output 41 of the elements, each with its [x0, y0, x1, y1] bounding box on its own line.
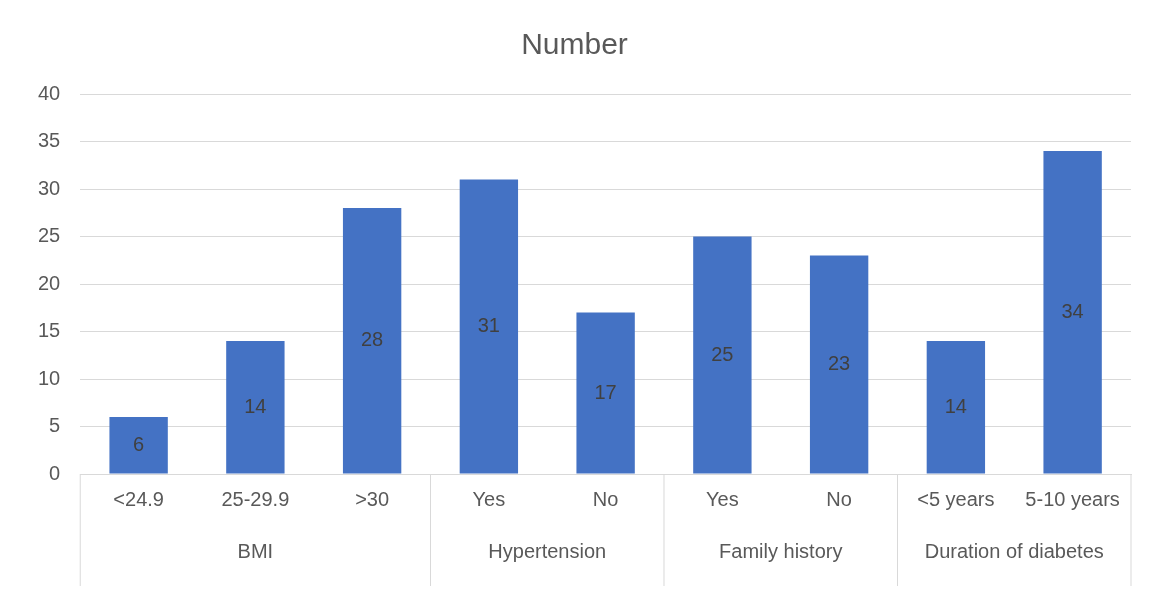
- y-tick-label: 5: [49, 414, 61, 437]
- x-tick-label: <24.9: [113, 487, 164, 510]
- data-label: 34: [1061, 299, 1084, 322]
- x-tick-label: >30: [355, 487, 390, 510]
- bar: [1043, 151, 1102, 474]
- y-tick-label: 30: [38, 176, 61, 199]
- data-label: 6: [133, 432, 145, 455]
- y-tick-label: 0: [49, 461, 61, 484]
- text: Hypertension: [488, 539, 607, 562]
- data-label: 17: [594, 380, 617, 403]
- text: Family history: [719, 539, 843, 562]
- y-tick-label: 40: [38, 81, 61, 104]
- y-tick-label: 10: [38, 366, 61, 389]
- text: BMI: [237, 539, 274, 562]
- x-tick-label: 25-29.9: [221, 487, 290, 510]
- y-tick-label: 35: [38, 129, 61, 152]
- bar: [576, 312, 635, 474]
- chart-title: Number: [521, 27, 628, 61]
- data-label: 31: [477, 314, 500, 337]
- data-label: 14: [944, 394, 967, 417]
- y-tick-label: 15: [38, 319, 61, 342]
- bar: [226, 341, 285, 474]
- y-tick-label: 25: [38, 224, 61, 247]
- bar: [342, 208, 402, 474]
- data-label: 25: [711, 342, 734, 365]
- x-tick-label: Yes: [706, 487, 739, 510]
- data-label: 23: [828, 352, 851, 375]
- bar: [459, 179, 519, 474]
- x-tick-label: <5 years: [917, 487, 995, 510]
- text: Duration of diabetes: [924, 539, 1104, 562]
- y-tick-label: 20: [38, 271, 61, 294]
- bar: [926, 341, 986, 474]
- x-tick-label: No: [592, 487, 619, 510]
- x-tick-label: Yes: [472, 487, 506, 510]
- x-tick-label: 5-10 years: [1025, 487, 1120, 510]
- bar: [109, 417, 168, 474]
- bar: [693, 236, 752, 474]
- data-label: 14: [244, 394, 267, 417]
- bar: [809, 255, 869, 474]
- x-tick-label: No: [826, 487, 852, 510]
- data-label: 28: [361, 328, 384, 351]
